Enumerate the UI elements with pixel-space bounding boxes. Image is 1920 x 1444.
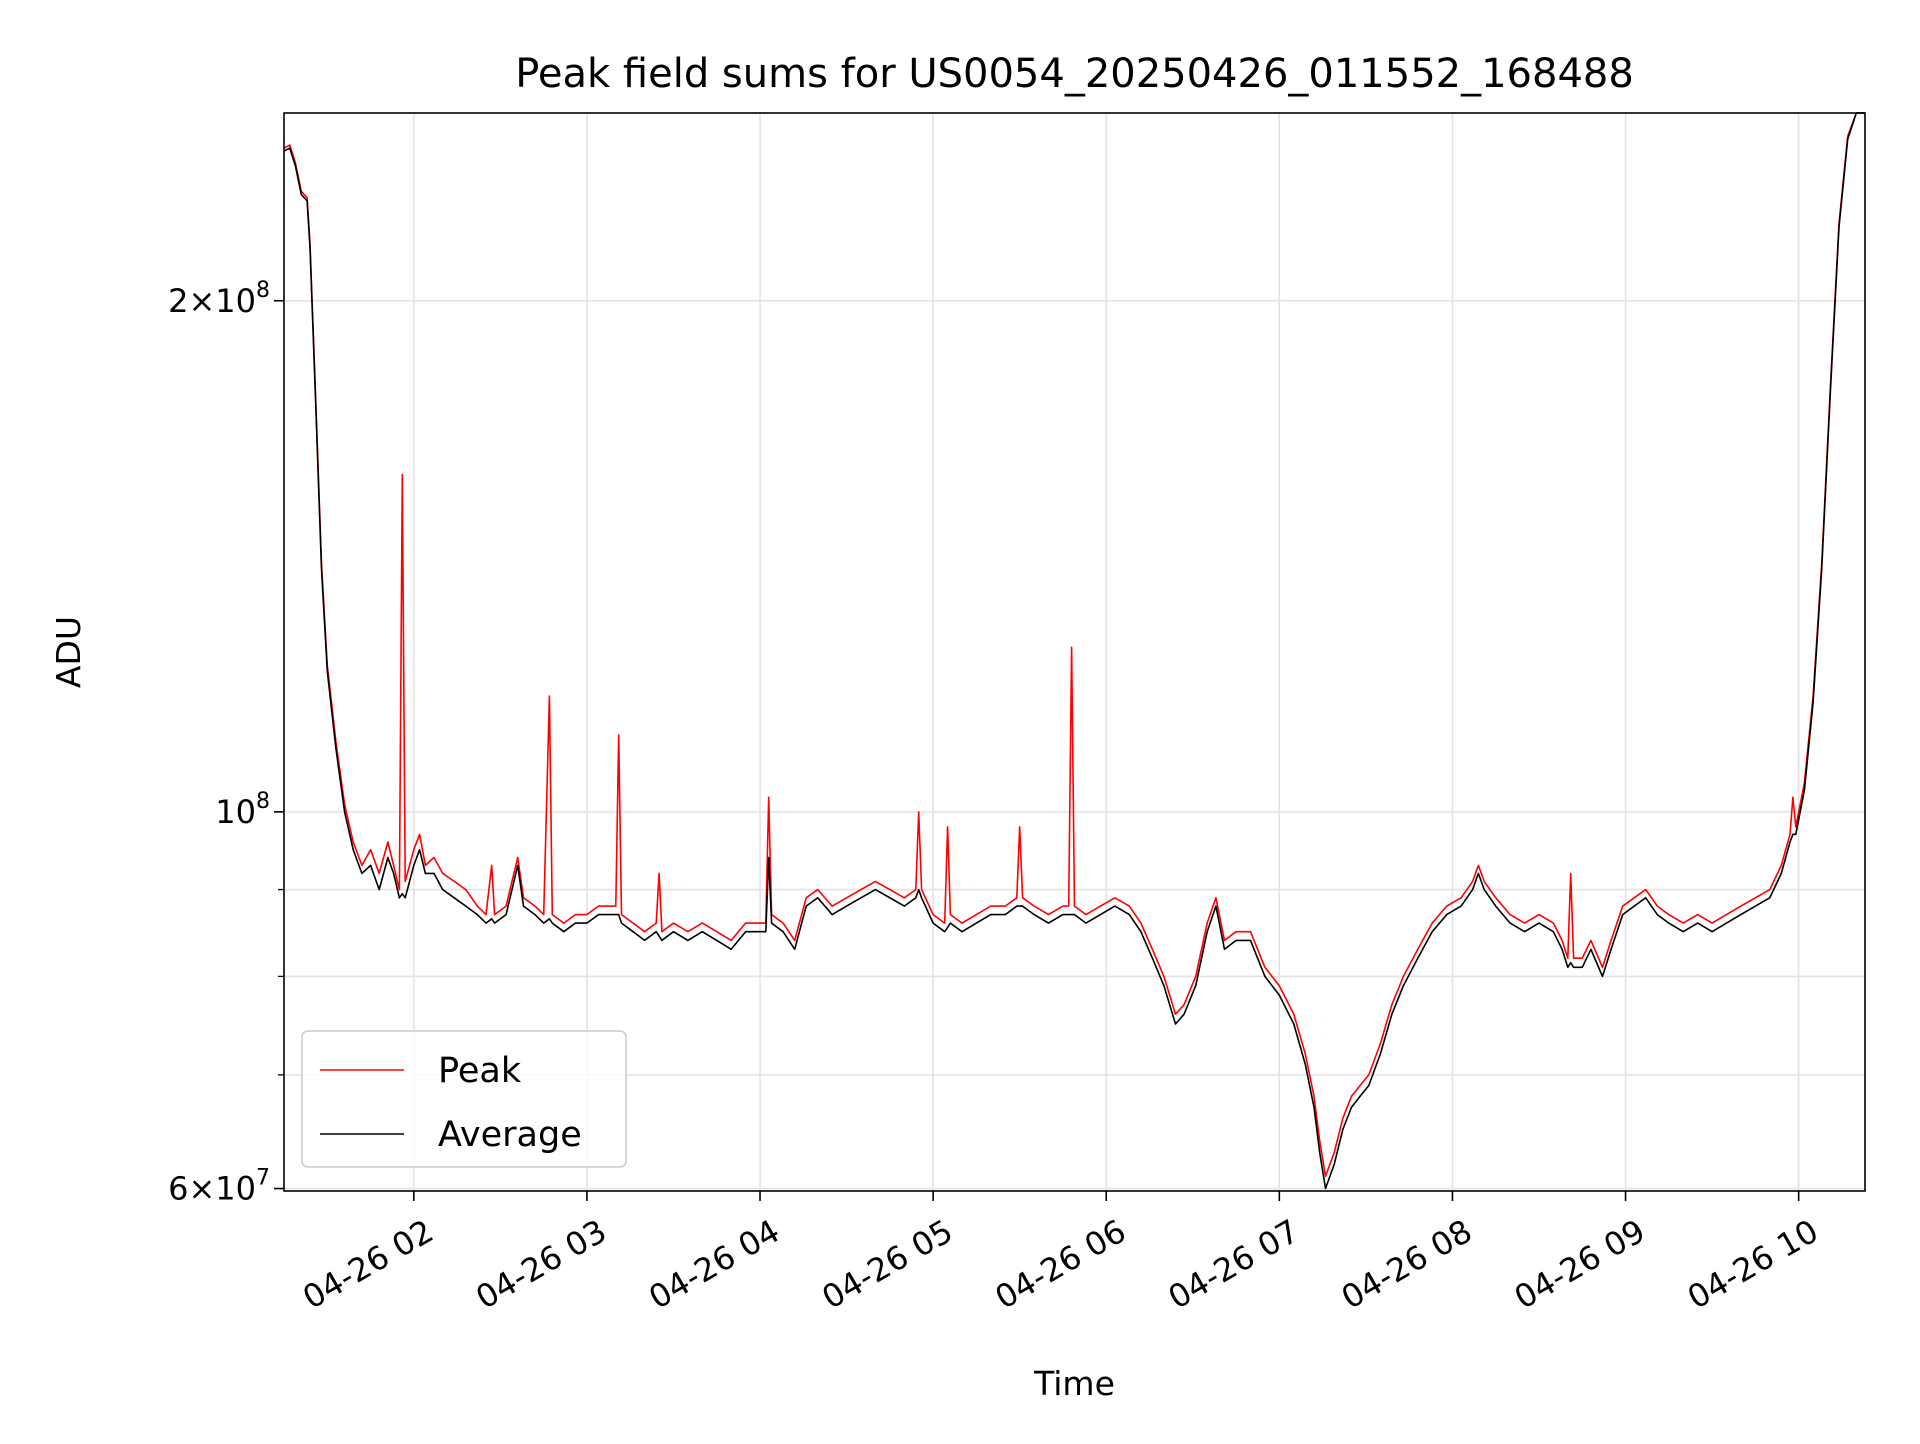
plot-area-frame (283, 112, 1866, 1192)
chart-title: Peak field sums for US0054_20250426_0115… (515, 51, 1634, 97)
series-line-peak (283, 112, 1865, 1178)
y-tick-label: 108 (215, 789, 270, 831)
series-line-average (283, 112, 1865, 1190)
grid-layer (284, 113, 1865, 1191)
legend-label-average: Average (438, 1115, 582, 1155)
y-axis-label: ADU (49, 616, 88, 688)
series-layer (283, 112, 1865, 1190)
y-tick-label: 2×108 (168, 278, 270, 320)
legend-box (301, 1030, 627, 1168)
legend: Peak Average (301, 1030, 627, 1168)
y-tick-label: 6×107 (168, 1166, 270, 1208)
legend-label-peak: Peak (438, 1051, 522, 1091)
x-axis-label: Time (1033, 1364, 1115, 1403)
